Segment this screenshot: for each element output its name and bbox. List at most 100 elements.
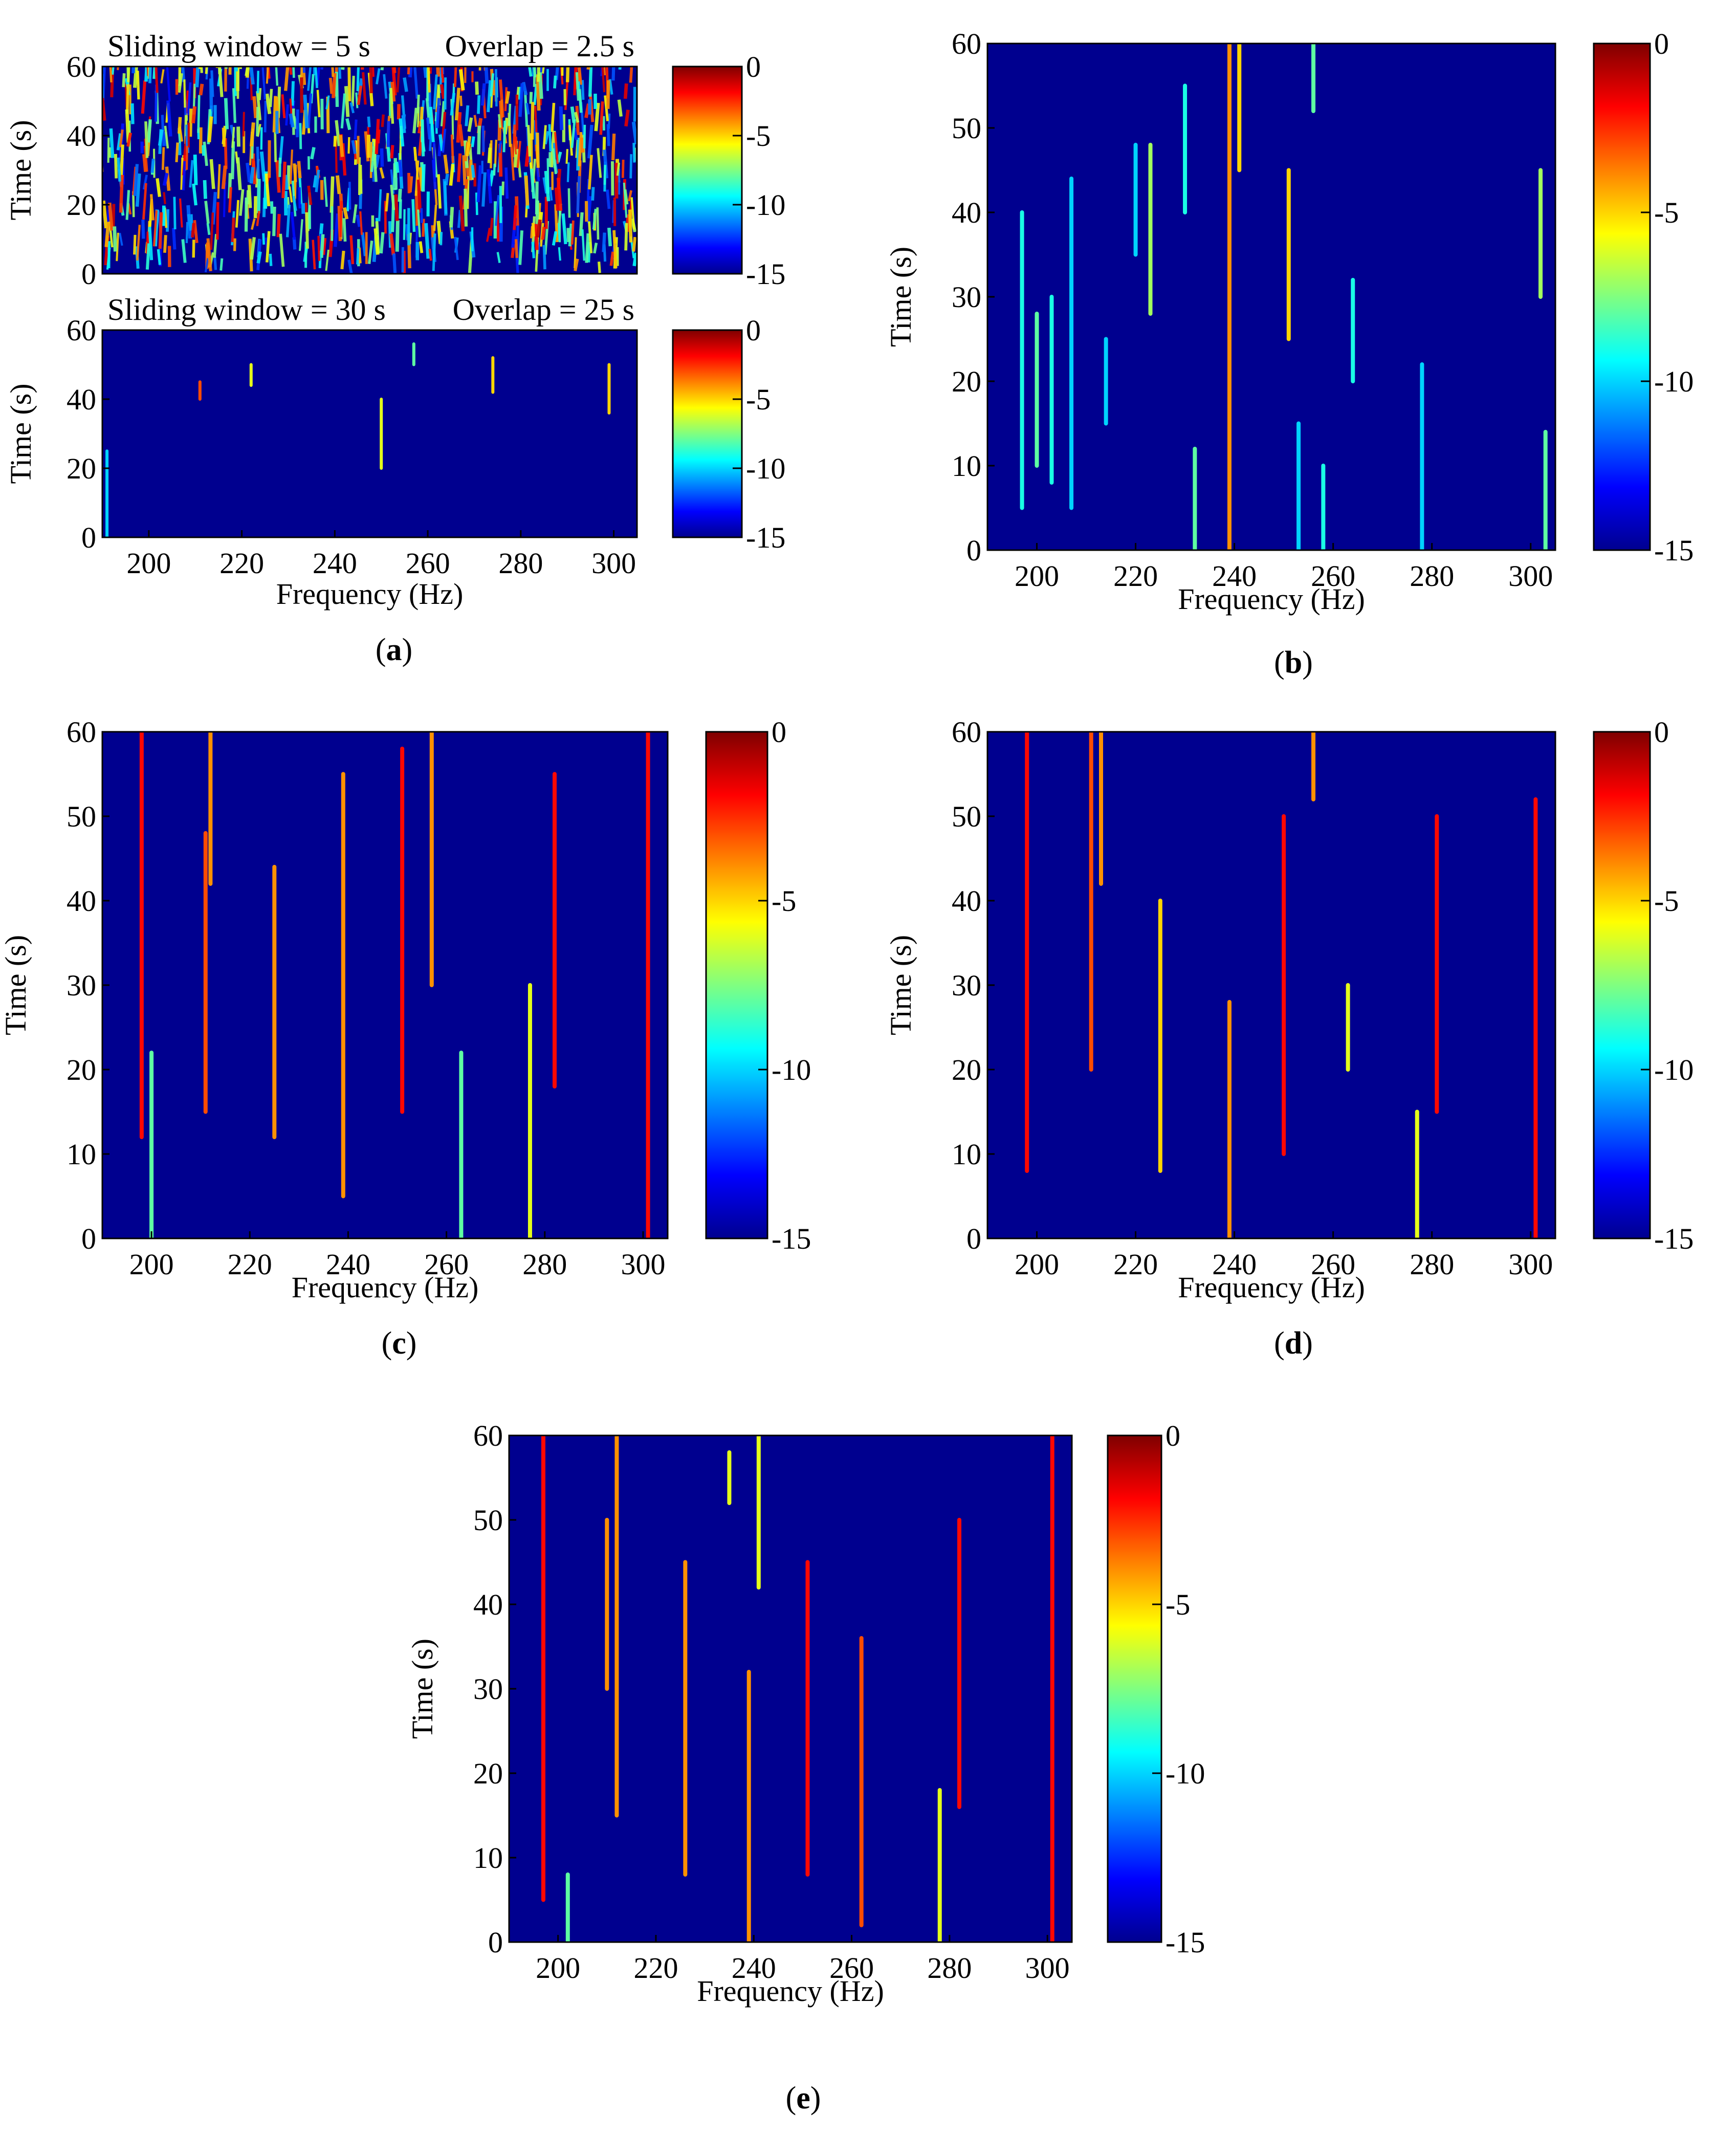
noise-streak: [579, 212, 584, 236]
noise-streak: [293, 163, 297, 183]
noise-streak: [351, 140, 357, 154]
colorbar-tick-label: 0: [746, 50, 761, 83]
colorbar-tick-label: -5: [772, 884, 796, 918]
noise-streak: [291, 81, 295, 106]
noise-streak: [390, 184, 395, 210]
x-tick-label: 200: [536, 1951, 580, 1985]
x-tick-label: 220: [219, 547, 264, 580]
noise-streak: [204, 258, 209, 273]
noise-streak: [231, 217, 235, 243]
noise-streak: [107, 202, 114, 231]
y-tick-label: 50: [473, 1504, 503, 1537]
x-tick-label: 280: [1410, 1248, 1454, 1281]
noise-streak: [457, 210, 461, 228]
noise-streak: [411, 199, 416, 232]
colorbar-tick-label: -15: [772, 1222, 811, 1255]
noise-streak: [544, 130, 549, 145]
noise-streak: [435, 98, 441, 128]
noise-streak: [213, 256, 217, 270]
caption-c: (c): [382, 1326, 417, 1361]
noise-streak: [432, 233, 436, 271]
noise-streak: [429, 67, 432, 74]
x-tick-label: 260: [1311, 559, 1355, 593]
noise-streak: [412, 107, 418, 134]
noise-streak: [471, 165, 475, 178]
noise-streak: [391, 67, 397, 96]
noise-streak: [310, 147, 316, 160]
noise-streak: [541, 67, 545, 74]
noise-streak: [505, 91, 511, 104]
noise-streak: [165, 166, 171, 191]
x-tick-label: 220: [1113, 559, 1158, 593]
noise-streak: [416, 177, 422, 213]
noise-streak: [285, 104, 289, 126]
noise-streak: [450, 93, 456, 116]
noise-streak: [191, 223, 195, 238]
noise-streak: [371, 67, 375, 77]
noise-streak: [210, 212, 214, 250]
noise-streak: [253, 196, 257, 219]
noise-streak: [316, 67, 320, 86]
noise-streak: [398, 188, 402, 202]
colorbar-tick-label: -15: [1166, 1926, 1205, 1959]
noise-streak: [181, 239, 187, 263]
noise-streak: [522, 81, 528, 96]
plot-area-d: [987, 732, 1555, 1238]
x-tick-label: 260: [406, 547, 450, 580]
noise-streak: [381, 114, 385, 127]
subplot-a_top: 0 20 40 60 Time (s) Sliding window = 5 s Overl…: [4, 29, 785, 291]
x-tick-label: 300: [1508, 559, 1553, 593]
noise-streak: [246, 162, 251, 183]
noise-streak: [588, 67, 593, 97]
noise-streak: [213, 234, 218, 258]
noise-streak: [602, 232, 606, 252]
noise-streak: [438, 134, 444, 151]
noise-streak: [354, 119, 358, 140]
y-tick-label: 10: [952, 449, 981, 483]
noise-streak: [348, 182, 351, 210]
ridges-a_top: [102, 67, 637, 274]
colorbar-tick-label: -15: [746, 257, 785, 291]
noise-streak: [561, 213, 567, 245]
noise-streak: [342, 207, 349, 220]
noise-streak: [594, 102, 600, 132]
noise-streak: [218, 67, 224, 97]
noise-streak: [398, 160, 403, 177]
noise-streak: [269, 89, 273, 107]
colorbar-b: [1593, 42, 1651, 551]
x-tick-label: 300: [1025, 1951, 1070, 1985]
noise-streak: [119, 175, 124, 213]
colorbar-tick-label: -5: [1654, 196, 1679, 229]
noise-streak: [236, 157, 242, 190]
noise-streak: [530, 168, 536, 199]
noise-streak: [487, 147, 492, 163]
noise-streak: [467, 117, 473, 132]
noise-streak: [179, 198, 183, 228]
noise-streak: [104, 222, 110, 248]
noise-streak: [263, 100, 267, 133]
x-tick-label: 220: [1113, 1248, 1158, 1281]
noise-streak: [591, 187, 595, 201]
noise-streak: [117, 157, 121, 182]
noise-streak: [497, 114, 501, 128]
x-tick-label: 260: [829, 1951, 874, 1985]
noise-streak: [421, 136, 426, 152]
noise-streak: [440, 101, 446, 127]
noise-streak: [523, 91, 529, 127]
noise-streak: [320, 234, 325, 258]
noise-streak: [534, 105, 538, 133]
y-tick-label: 0: [966, 1222, 981, 1255]
noise-streak: [593, 243, 598, 254]
noise-streak: [408, 67, 413, 78]
noise-streak: [599, 101, 604, 135]
colorbar-tick-label: -15: [1654, 1222, 1694, 1255]
noise-streak: [433, 74, 438, 110]
noise-streak: [424, 223, 430, 259]
noise-streak: [390, 81, 396, 102]
noise-streak: [116, 133, 122, 150]
y-tick-label: 60: [952, 27, 981, 60]
noise-streak: [481, 172, 487, 207]
noise-streak: [193, 155, 198, 185]
noise-streak: [355, 92, 359, 108]
noise-streak: [109, 67, 113, 83]
